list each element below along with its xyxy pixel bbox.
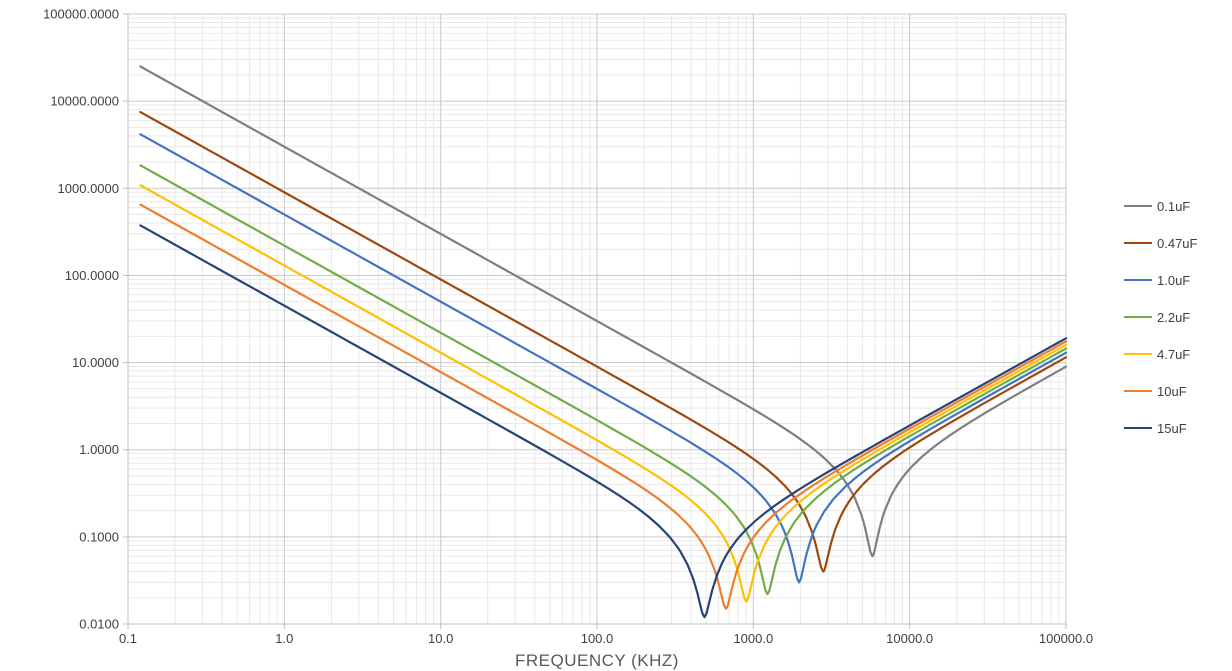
- y-tick-label: 1000.0000: [58, 181, 119, 196]
- x-axis-title: FREQUENCY (KHZ): [515, 651, 679, 670]
- legend-swatch-icon: [1124, 316, 1152, 318]
- y-tick-label: 100000.0000: [43, 7, 119, 22]
- legend-swatch-icon: [1124, 390, 1152, 392]
- legend-label: 10uF: [1157, 383, 1187, 399]
- series-line-15uF: [139, 224, 1068, 619]
- x-tick-label: 0.1: [119, 631, 137, 646]
- x-tick-label: 10.0: [428, 631, 453, 646]
- legend-swatch-icon: [1124, 279, 1152, 281]
- legend-swatch-icon: [1124, 353, 1152, 355]
- legend: 0.1uF 0.47uF 1.0uF 2.2uF 4.7uF 10uF 15uF: [1124, 194, 1197, 453]
- y-tick-label: 0.0100: [79, 617, 119, 632]
- x-tick-label: 1.0: [275, 631, 293, 646]
- x-tick-label: 100.0: [581, 631, 614, 646]
- series-line-0.1uF: [139, 65, 1068, 558]
- y-tick-label: 10.0000: [72, 355, 119, 370]
- x-tick-label: 1000.0: [733, 631, 773, 646]
- legend-label: 1.0uF: [1157, 272, 1191, 288]
- legend-label: 0.47uF: [1157, 235, 1198, 251]
- series-line-2.2uF: [139, 164, 1068, 596]
- legend-item-15uF: 15uF: [1124, 416, 1197, 440]
- series-line-1.0uF: [139, 133, 1068, 584]
- y-tick-label: 10000.0000: [50, 94, 119, 109]
- series-line-10uF: [139, 203, 1068, 610]
- y-tick-label: 0.1000: [79, 529, 119, 544]
- legend-label: 2.2uF: [1157, 309, 1191, 325]
- legend-swatch-icon: [1124, 242, 1152, 244]
- legend-item-0.47uF: 0.47uF: [1124, 231, 1197, 255]
- legend-item-2.2uF: 2.2uF: [1124, 305, 1197, 329]
- legend-swatch-icon: [1124, 205, 1152, 207]
- legend-item-0.1uF: 0.1uF: [1124, 194, 1197, 218]
- legend-swatch-icon: [1124, 427, 1152, 429]
- x-tick-label: 10000.0: [886, 631, 933, 646]
- axes: 0.1 1.0 10.0 100.0 1000.0 10000.0 100000.0 0.01…: [43, 7, 1093, 647]
- legend-item-10uF: 10uF: [1124, 379, 1197, 403]
- legend-item-1.0uF: 1.0uF: [1124, 268, 1197, 292]
- legend-label: 4.7uF: [1157, 346, 1191, 362]
- legend-label: 0.1uF: [1157, 198, 1191, 214]
- x-tick-label: 100000.0: [1039, 631, 1093, 646]
- legend-label: 15uF: [1157, 420, 1187, 436]
- legend-item-4.7uF: 4.7uF: [1124, 342, 1197, 366]
- series-lines: [139, 65, 1068, 619]
- series-line-4.7uF: [139, 184, 1068, 603]
- y-tick-label: 1.0000: [79, 442, 119, 457]
- series-line-0.47uF: [139, 110, 1068, 573]
- y-tick-label: 100.0000: [65, 268, 119, 283]
